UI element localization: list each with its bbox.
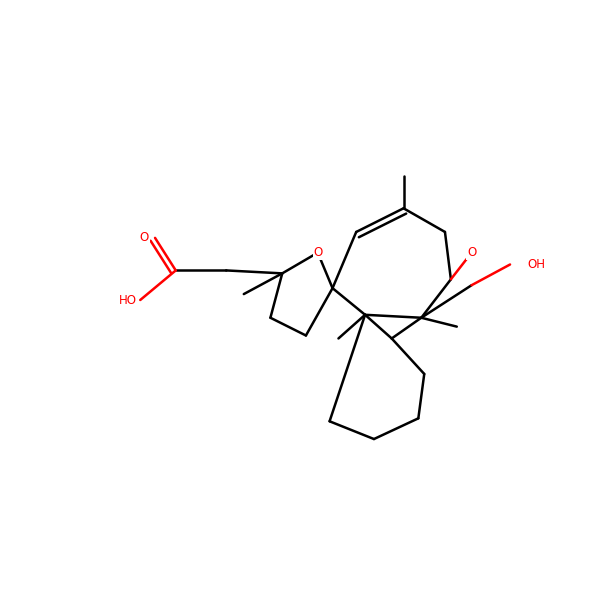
Text: O: O [313, 246, 322, 259]
Text: HO: HO [119, 293, 137, 307]
Text: O: O [140, 232, 149, 244]
Text: OH: OH [528, 258, 546, 271]
Text: O: O [467, 246, 476, 259]
